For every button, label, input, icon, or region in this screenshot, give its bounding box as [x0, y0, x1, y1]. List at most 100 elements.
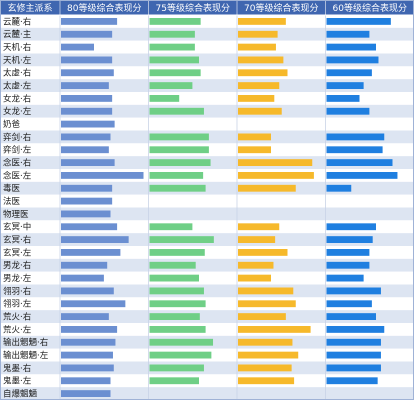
- row-label: 奶爸: [3, 119, 21, 130]
- bar-3: [238, 18, 286, 25]
- bar-2: [149, 261, 196, 269]
- bar-2: [149, 43, 195, 51]
- bar-1: [61, 313, 109, 320]
- bar-2: [149, 313, 200, 320]
- bar-4: [326, 69, 372, 77]
- bar-4: [326, 159, 393, 166]
- row-label: 荒火·左: [3, 324, 32, 335]
- bar-2: [149, 56, 199, 64]
- bar-3: [238, 95, 275, 102]
- bar-4: [326, 326, 385, 333]
- bar-2: [149, 249, 205, 256]
- bar-3: [238, 159, 313, 166]
- bar-2: [149, 82, 193, 89]
- bar-2: [149, 377, 199, 385]
- bar-4: [326, 146, 383, 154]
- bar-1: [61, 30, 113, 38]
- bar-2: [149, 287, 204, 295]
- bar-1: [61, 274, 104, 282]
- row-label: 鬼墨·左: [3, 376, 32, 387]
- bar-3: [238, 351, 299, 359]
- row-label: 念医·左: [3, 170, 32, 181]
- bar-1: [61, 364, 114, 372]
- bar-3: [238, 300, 296, 308]
- row-label: 男龙·左: [3, 273, 32, 284]
- row-label: 翎羽·右: [3, 286, 31, 297]
- bar-4: [326, 300, 372, 308]
- row-label: 念医·右: [3, 158, 31, 169]
- bar-3: [238, 107, 282, 115]
- bar-1: [61, 146, 109, 154]
- header-row: [0, 0, 414, 15]
- bar-1: [61, 338, 116, 346]
- bar-3: [238, 69, 288, 77]
- bar-2: [149, 351, 212, 359]
- bar-2: [149, 18, 201, 25]
- bar-1: [61, 69, 114, 77]
- bar-3: [238, 184, 296, 192]
- bar-1: [61, 95, 113, 102]
- bar-2: [149, 69, 201, 77]
- row-label: 毒医: [3, 183, 21, 194]
- bar-4: [326, 95, 360, 102]
- bar-1: [61, 210, 111, 218]
- bar-1: [61, 236, 129, 243]
- bar-1: [61, 249, 121, 256]
- row-label: 玄冥·左: [3, 247, 32, 258]
- bar-3: [238, 56, 284, 64]
- bar-3: [238, 326, 311, 333]
- bar-3: [238, 172, 314, 179]
- bar-2: [149, 223, 193, 231]
- bar-1: [61, 390, 111, 397]
- row-label: 女龙·左: [3, 106, 32, 117]
- bar-1: [61, 184, 113, 192]
- bar-1: [61, 377, 111, 385]
- bar-2: [149, 184, 206, 192]
- bar-1: [61, 56, 113, 64]
- bar-2: [149, 172, 204, 179]
- bar-4: [326, 43, 376, 51]
- row-label: 法医: [3, 196, 21, 207]
- row-label: 输出魍魉·右: [3, 337, 48, 348]
- header-label-column: 玄修主派系: [7, 2, 52, 14]
- bar-4: [326, 236, 373, 243]
- bar-3: [238, 313, 286, 320]
- bar-3: [238, 364, 292, 372]
- bar-4: [326, 223, 376, 231]
- bar-1: [61, 120, 115, 128]
- row-label: 弈剑·右: [3, 132, 31, 143]
- bar-4: [326, 364, 381, 372]
- bar-2: [149, 133, 209, 141]
- bar-2: [149, 364, 204, 372]
- bar-1: [61, 261, 108, 269]
- header-column-3: 70等级综合表现分: [244, 2, 318, 14]
- bar-2: [149, 338, 214, 346]
- bar-4: [326, 261, 370, 269]
- row-label: 鬼墨·右: [3, 363, 31, 374]
- bar-1: [61, 326, 118, 333]
- bar-3: [238, 236, 276, 243]
- row-label: 女龙·右: [3, 93, 31, 104]
- header-column-1: 80等级综合表现分: [67, 2, 141, 14]
- row-label: 自爆魍魉: [3, 389, 38, 400]
- bar-2: [149, 274, 199, 282]
- row-label: 玄冥·中: [3, 222, 31, 233]
- bar-1: [61, 18, 118, 25]
- table-row: [0, 40, 414, 54]
- header-column-4: 60等级综合表现分: [333, 2, 407, 14]
- row-label: 太虚·左: [3, 81, 32, 92]
- row-label: 翎羽·左: [3, 299, 32, 310]
- bar-2: [149, 300, 206, 308]
- row-label: 玄冥·右: [3, 235, 31, 246]
- bar-2: [149, 326, 206, 333]
- bar-4: [326, 313, 376, 320]
- bar-4: [326, 56, 379, 64]
- bar-4: [326, 133, 385, 141]
- row-label: 云麓·主: [3, 29, 32, 40]
- row-label: 男龙·右: [3, 260, 31, 271]
- header-column-2: 75等级综合表现分: [156, 2, 230, 14]
- row-label: 云麓·右: [3, 16, 31, 27]
- bar-3: [238, 377, 295, 385]
